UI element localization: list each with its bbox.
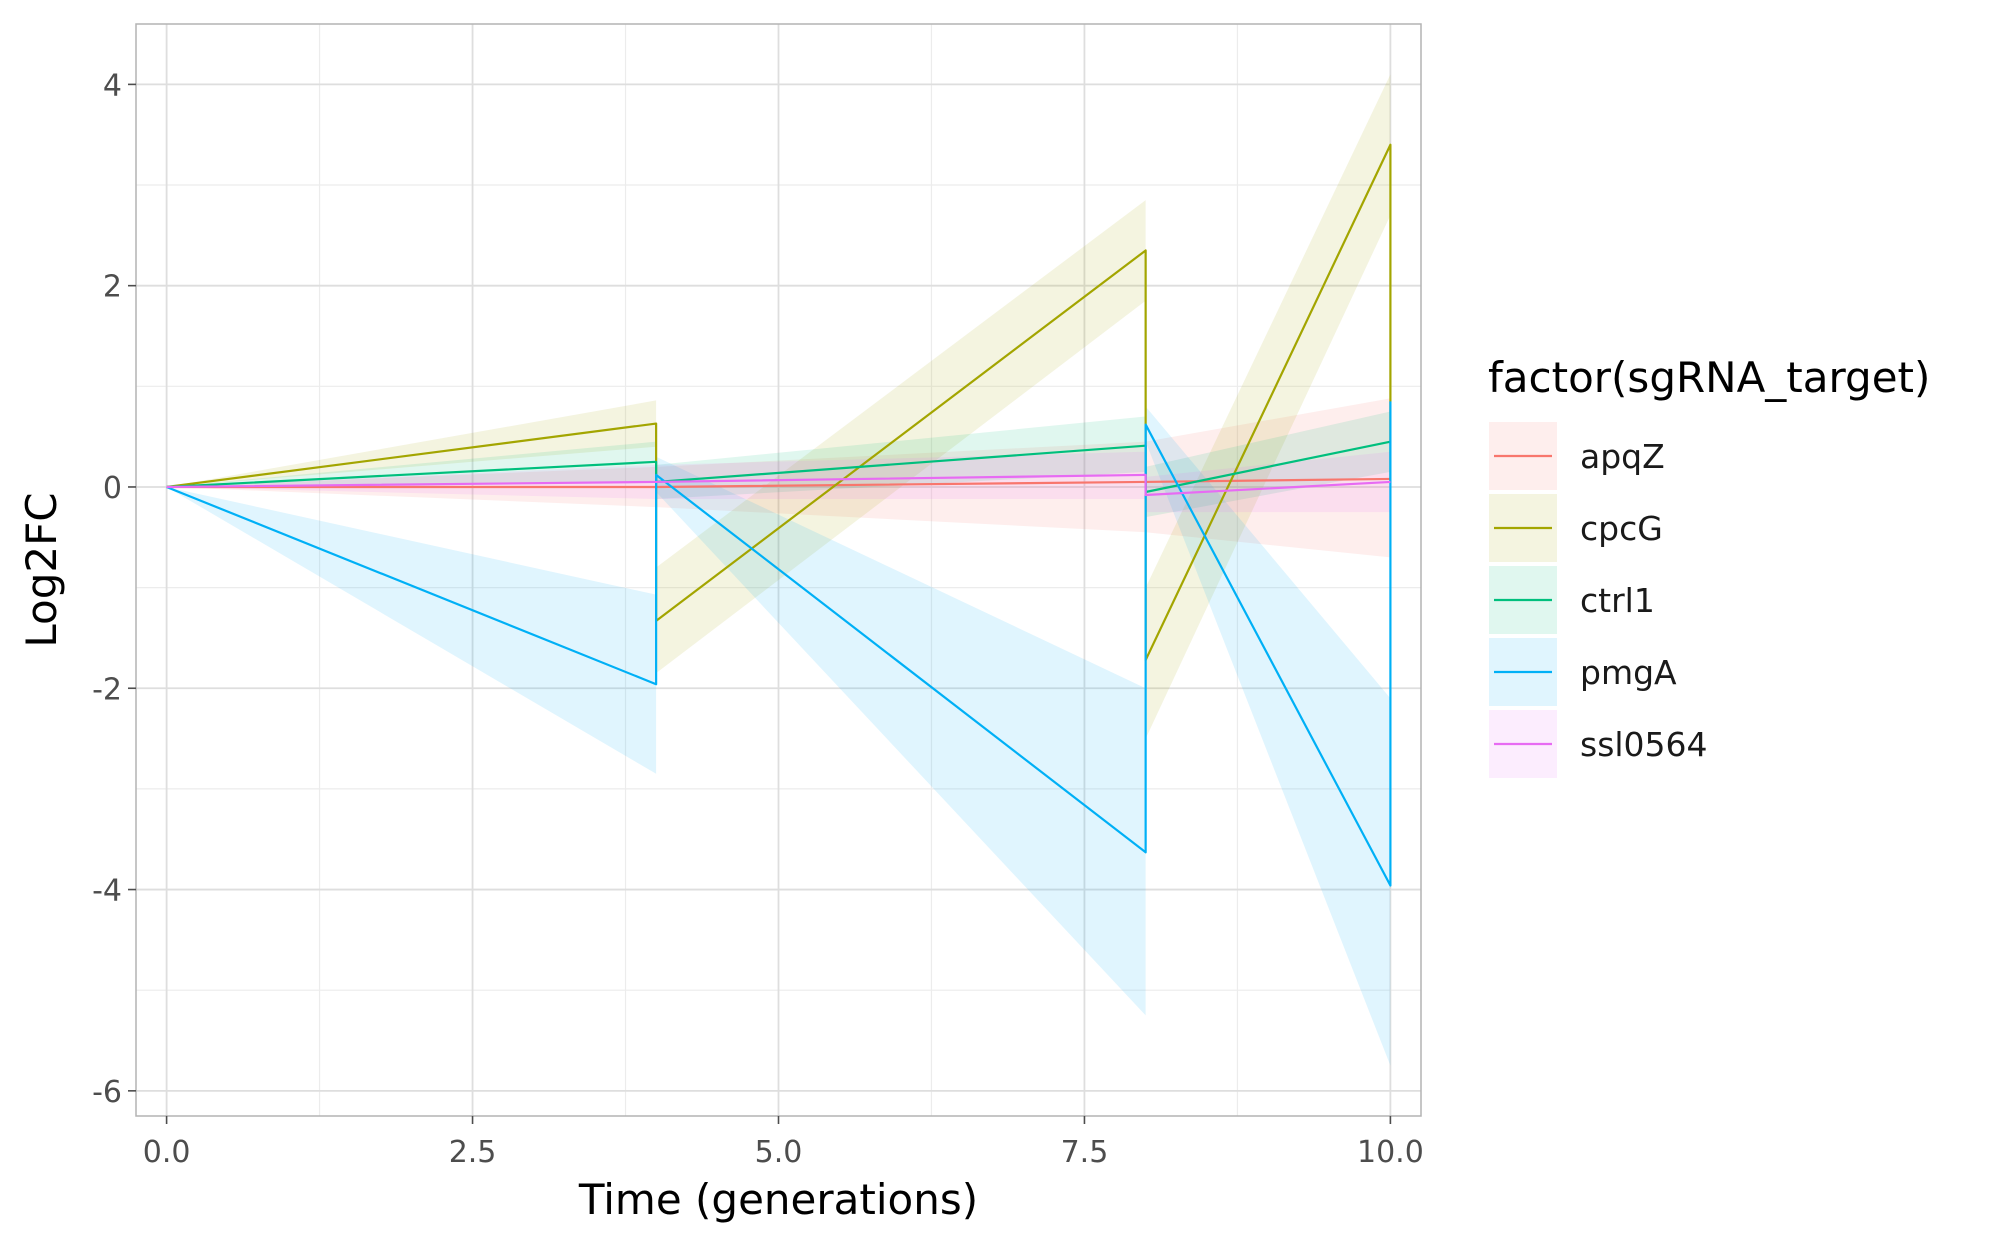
y-tick-label: 0 (103, 471, 122, 506)
x-tick-label: 0.0 (143, 1135, 191, 1170)
legend-label-cpcG: cpcG (1580, 509, 1663, 548)
legend-label-apqZ: apqZ (1580, 437, 1665, 476)
y-tick-label: -6 (92, 1075, 122, 1110)
x-tick-label: 10.0 (1357, 1135, 1424, 1170)
legend-items: apqZ cpcG ctrl1 pmgA ssl0564 (1489, 422, 1708, 778)
y-tick-label: 2 (103, 270, 122, 305)
y-tick-label: -4 (92, 874, 122, 909)
band-ssl0564 (166, 451, 1391, 513)
x-axis-ticks: 0.0 2.5 5.0 7.5 10.0 (143, 1116, 1424, 1170)
y-axis-ticks: -6 -4 -2 0 2 4 (92, 68, 136, 1110)
legend-item-pmgA: pmgA (1489, 638, 1677, 706)
line-cpcG (166, 143, 1392, 662)
band-ctrl1 (166, 411, 1391, 518)
legend-label-pmgA: pmgA (1580, 653, 1677, 692)
legend-item-cpcG: cpcG (1489, 494, 1663, 562)
y-axis-title: Log2FC (17, 492, 66, 647)
y-tick-label: 4 (103, 68, 122, 103)
legend-item-ctrl1: ctrl1 (1489, 566, 1655, 634)
line-apqZ (166, 477, 1391, 489)
legend-item-ssl0564: ssl0564 (1489, 710, 1708, 778)
band-pmgA (166, 381, 1391, 1066)
series-lines (166, 143, 1392, 887)
x-tick-label: 2.5 (449, 1135, 497, 1170)
legend: factor(sgRNA_target) apqZ cpcG ctrl1 pmgA ss… (1488, 353, 1930, 778)
legend-label-ssl0564: ssl0564 (1580, 725, 1708, 764)
y-tick-label: -2 (92, 672, 122, 707)
confidence-bands (166, 74, 1391, 1066)
line-pmgA (166, 401, 1392, 887)
band-apqZ (166, 398, 1391, 558)
x-axis-title: Time (generations) (578, 1175, 978, 1224)
legend-item-apqZ: apqZ (1489, 422, 1665, 490)
legend-title: factor(sgRNA_target) (1488, 353, 1930, 402)
x-tick-label: 5.0 (755, 1135, 803, 1170)
line-ssl0564 (166, 473, 1391, 497)
legend-label-ctrl1: ctrl1 (1580, 581, 1655, 620)
x-tick-label: 7.5 (1061, 1135, 1109, 1170)
